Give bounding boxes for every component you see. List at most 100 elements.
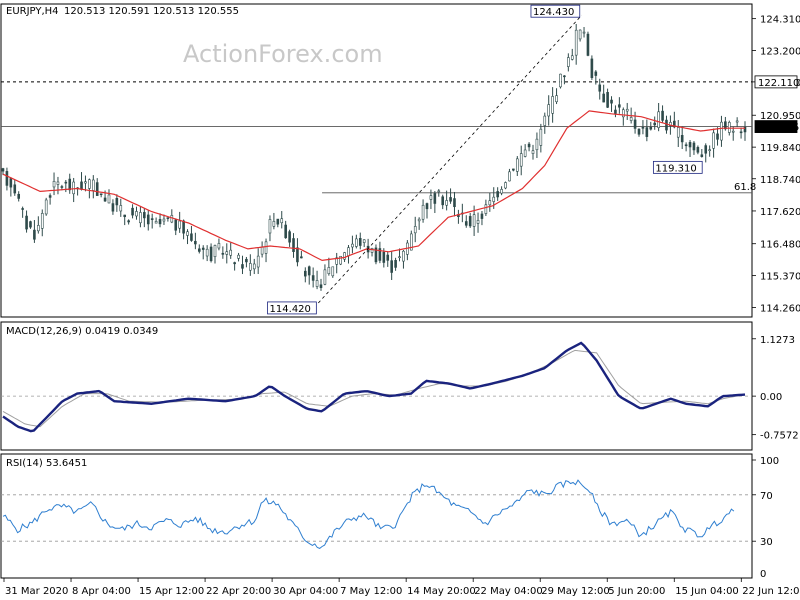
candle-body bbox=[25, 215, 28, 230]
candle-body bbox=[696, 147, 700, 153]
candle-body bbox=[80, 181, 83, 190]
candle-body bbox=[339, 255, 342, 265]
candle-body bbox=[370, 248, 374, 253]
axis-price-label-1: 120.555 bbox=[758, 123, 799, 134]
candle-body bbox=[241, 264, 244, 269]
candle-body bbox=[547, 104, 551, 117]
candle-body bbox=[625, 108, 629, 112]
candle-body bbox=[327, 267, 331, 274]
candle-body bbox=[335, 257, 339, 265]
candle-body bbox=[280, 218, 284, 224]
candle-body bbox=[347, 247, 350, 257]
candle-body bbox=[598, 84, 602, 92]
candle-body bbox=[559, 73, 562, 88]
candle-body bbox=[91, 179, 95, 191]
candle-body bbox=[103, 197, 107, 202]
candle-body bbox=[382, 251, 386, 263]
candle-body bbox=[146, 214, 150, 225]
candle-body bbox=[358, 237, 362, 246]
candle-body bbox=[264, 241, 268, 254]
candle-body bbox=[712, 132, 715, 149]
macd-title: MACD(12,26,9) 0.0419 0.0349 bbox=[6, 326, 158, 337]
axis-price-box-1 bbox=[754, 120, 798, 133]
candle-body bbox=[480, 213, 484, 219]
candle-body bbox=[425, 203, 429, 210]
candle-body bbox=[735, 120, 739, 123]
candle-body bbox=[150, 218, 154, 220]
candle-body bbox=[535, 138, 539, 151]
candle-body bbox=[194, 240, 197, 245]
candle-body bbox=[307, 266, 311, 276]
ohlc-values: 120.513 120.591 120.513 120.555 bbox=[64, 6, 239, 17]
price-tick-label: 115.370 bbox=[760, 272, 800, 283]
rsi-tick-label: 70 bbox=[760, 491, 773, 502]
candle-body bbox=[135, 211, 138, 217]
candle-body bbox=[1, 168, 5, 172]
time-tick-label: 22 May 04:00 bbox=[474, 586, 543, 597]
symbol-label: EURJPY,H4 bbox=[6, 6, 59, 17]
candle-body bbox=[60, 186, 64, 188]
candle-body bbox=[174, 219, 178, 231]
candle-body bbox=[166, 217, 170, 219]
candle-body bbox=[578, 29, 582, 40]
candle-body bbox=[716, 133, 719, 140]
candle-body bbox=[245, 258, 248, 263]
candle-body bbox=[13, 184, 17, 194]
candle-body bbox=[323, 269, 327, 285]
candle-body bbox=[445, 200, 448, 206]
price-tick-label: 123.200 bbox=[760, 47, 800, 58]
candle-body bbox=[29, 221, 32, 228]
candle-body bbox=[618, 104, 621, 108]
candle-body bbox=[437, 190, 441, 193]
candle-body bbox=[708, 149, 711, 152]
candle-body bbox=[574, 29, 578, 56]
price-tick-label: 116.480 bbox=[760, 240, 800, 251]
candle-body bbox=[288, 231, 291, 243]
candle-body bbox=[515, 158, 519, 172]
macd-tick-label: 1.1273 bbox=[760, 335, 795, 346]
candle-body bbox=[665, 119, 668, 131]
candle-body bbox=[296, 247, 299, 263]
candle-body bbox=[421, 204, 425, 220]
candle-body bbox=[402, 250, 405, 262]
time-tick-label: 7 May 12:00 bbox=[340, 586, 402, 597]
candle-body bbox=[692, 142, 696, 151]
candle-body bbox=[37, 225, 40, 232]
candle-body bbox=[504, 182, 507, 189]
candle-body bbox=[237, 254, 240, 259]
macd-panel-frame bbox=[0, 321, 753, 451]
candle-body bbox=[390, 260, 393, 273]
candle-body bbox=[531, 150, 535, 154]
candle-body bbox=[233, 262, 236, 265]
candle-body bbox=[570, 55, 574, 60]
candle-body bbox=[331, 266, 335, 277]
time-tick-label: 15 Jun 04:00 bbox=[675, 586, 739, 597]
candle-body bbox=[213, 245, 217, 257]
candle-body bbox=[197, 248, 201, 252]
time-tick-label: 14 May 20:00 bbox=[407, 586, 476, 597]
candle-body bbox=[268, 219, 272, 234]
candle-body bbox=[201, 247, 205, 250]
candle-body bbox=[409, 233, 413, 251]
candle-body bbox=[170, 215, 174, 223]
time-tick-label: 31 Mar 2020 bbox=[5, 586, 68, 597]
candle-body bbox=[205, 248, 209, 257]
candle-body bbox=[645, 127, 649, 137]
macd-panel: MACD(12,26,9) 0.0419 0.0349 1.1273 0.00 -0… bbox=[0, 321, 799, 451]
candle-body bbox=[704, 145, 708, 154]
time-tick-label: 8 Apr 04:00 bbox=[72, 586, 131, 597]
candle-body bbox=[496, 191, 499, 198]
candle-body bbox=[684, 144, 688, 147]
candle-body bbox=[464, 221, 468, 226]
candle-body bbox=[300, 256, 303, 259]
candle-body bbox=[154, 221, 158, 224]
candle-body bbox=[64, 181, 68, 184]
time-tick-label: 22 Apr 20:00 bbox=[206, 586, 271, 597]
time-tick-label: 22 Jun 12:00 bbox=[742, 586, 800, 597]
macd-tick-label: 0.00 bbox=[760, 392, 782, 403]
candle-body bbox=[720, 121, 723, 141]
candle-body bbox=[398, 256, 401, 259]
candle-body bbox=[449, 197, 452, 202]
candle-body bbox=[512, 168, 515, 171]
rsi-tick-label: 0 bbox=[760, 569, 766, 580]
